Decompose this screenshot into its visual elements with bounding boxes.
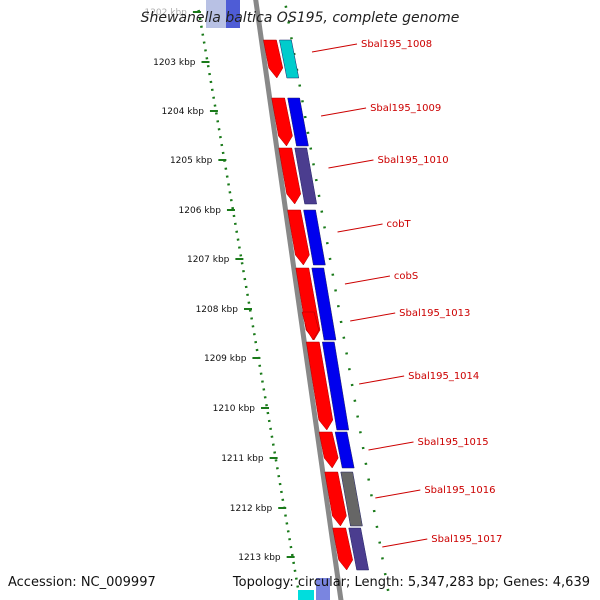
kbp-tick-label: 1209 kbp xyxy=(204,354,247,364)
gene-feature xyxy=(322,341,350,431)
gene-label: Sbal195_1015 xyxy=(418,437,489,448)
map-title: Shewanella baltica OS195, complete genom… xyxy=(140,10,460,26)
gene-label: cobS xyxy=(394,271,418,282)
gene-feature xyxy=(348,527,369,571)
gene-arrow-forward xyxy=(332,527,353,571)
gene-feature xyxy=(334,431,355,469)
gene-leader-line xyxy=(320,107,367,117)
gene-label: Sbal195_1014 xyxy=(408,371,479,382)
kbp-tick-label: 1211 kbp xyxy=(221,454,264,464)
kbp-tick-label: 1208 kbp xyxy=(196,305,239,315)
kbp-tick-label: 1207 kbp xyxy=(187,255,230,265)
kbp-tick-label: 1202 kbp xyxy=(144,8,187,18)
partial-feature-bottom xyxy=(298,590,314,600)
inner-tick-track xyxy=(197,9,300,591)
gene-arrow-forward xyxy=(271,97,293,147)
gene-label: Sbal195_1016 xyxy=(424,485,495,496)
gene-label: Sbal195_1008 xyxy=(361,39,432,50)
gene-leader-line xyxy=(382,538,428,548)
gene-label: Sbal195_1017 xyxy=(431,534,502,545)
gene-arrow-forward xyxy=(324,471,347,527)
gene-feature xyxy=(279,39,300,79)
gene-feature xyxy=(287,97,309,147)
gene-leader-line xyxy=(344,275,391,285)
kbp-tick-label: 1206 kbp xyxy=(179,206,222,216)
gene-feature xyxy=(340,471,363,527)
gene-arrow-forward xyxy=(301,311,320,341)
gene-leader-line xyxy=(359,375,405,385)
partial-feature-top xyxy=(206,0,226,28)
kbp-tick-label: 1213 kbp xyxy=(238,553,281,563)
genome-summary: Topology: circular; Length: 5,347,283 bp… xyxy=(232,575,590,590)
gene-feature xyxy=(303,209,326,266)
kbp-tick-label: 1210 kbp xyxy=(213,404,256,414)
gene-label: Sbal195_1013 xyxy=(399,308,470,319)
gene-label: Sbal195_1010 xyxy=(377,155,448,166)
gene-leader-line xyxy=(337,223,383,233)
gene-leader-line xyxy=(368,441,414,451)
partial-feature-top xyxy=(226,0,240,28)
kbp-tick-label: 1203 kbp xyxy=(153,58,196,68)
gene-leader-line xyxy=(328,159,374,169)
kbp-tick-label: 1212 kbp xyxy=(230,504,273,514)
genome-backbone xyxy=(253,0,344,600)
gene-arrow-forward xyxy=(278,147,301,205)
kbp-tick-label: 1205 kbp xyxy=(170,156,213,166)
gene-leader-line xyxy=(311,43,358,53)
gene-leader-line xyxy=(350,312,396,322)
gene-arrow-forward xyxy=(318,431,339,469)
gene-feature xyxy=(294,147,318,205)
gene-label: Sbal195_1009 xyxy=(370,103,441,114)
kbp-tick-label: 1204 kbp xyxy=(162,107,205,117)
gene-label: cobT xyxy=(387,219,412,230)
partial-feature-bottom xyxy=(316,578,330,600)
gene-arrow-forward xyxy=(306,341,334,431)
gene-leader-line xyxy=(375,489,421,499)
accession-label: Accession: NC_009997 xyxy=(8,575,156,590)
gene-arrow-forward xyxy=(263,39,284,79)
gene-feature xyxy=(311,267,337,341)
gene-arrow-forward xyxy=(287,209,310,266)
